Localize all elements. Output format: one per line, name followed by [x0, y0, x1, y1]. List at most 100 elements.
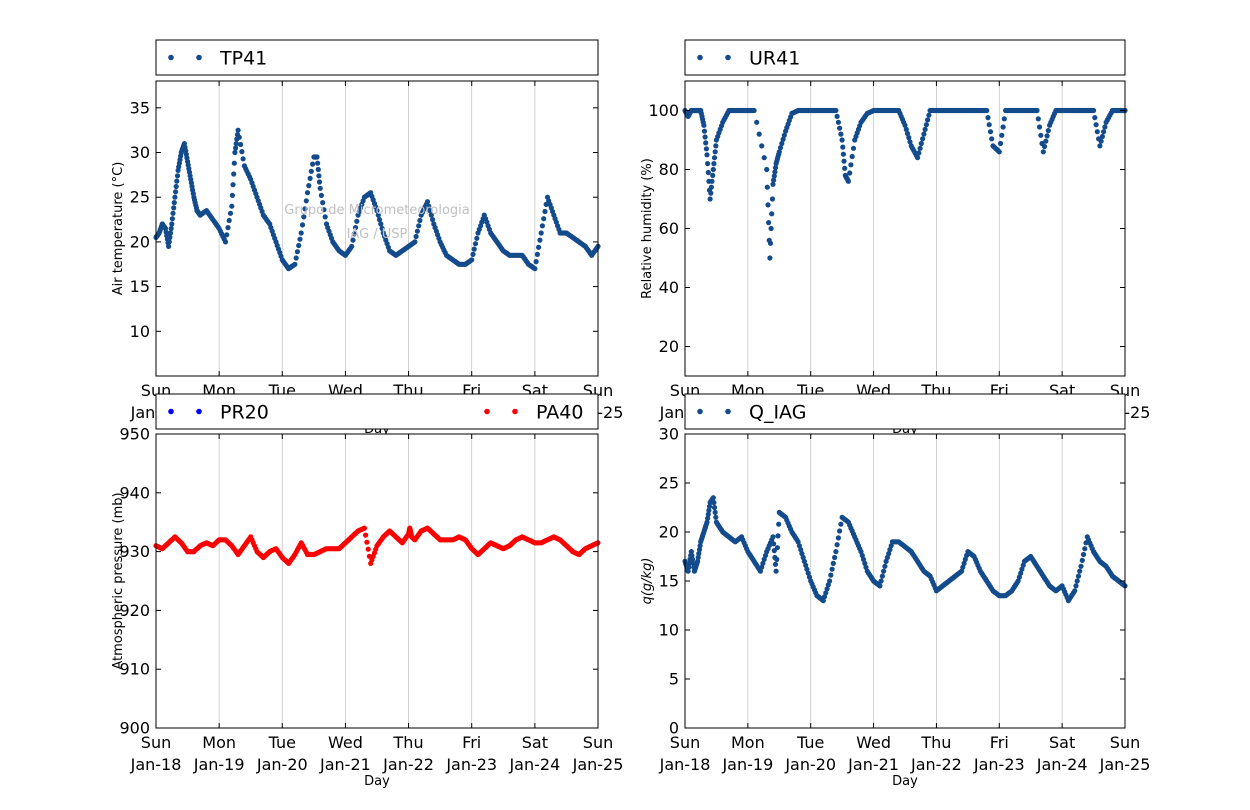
data-point: [365, 546, 371, 552]
data-point: [303, 198, 309, 204]
data-point: [821, 594, 828, 600]
data-point: [361, 525, 367, 531]
data-point: [776, 149, 782, 155]
data-point: [708, 184, 715, 190]
data-point: [316, 179, 323, 185]
data-point: [761, 155, 767, 161]
data-point: [322, 214, 328, 220]
x-tick-label: Mon: [731, 733, 765, 752]
y-tick-label: 930: [119, 542, 150, 561]
data-point: [233, 141, 239, 147]
legend-marker: [697, 54, 703, 61]
data-point: [921, 131, 927, 137]
data-point: [859, 552, 865, 559]
data-point: [766, 220, 772, 226]
x-tick-label: Jan-25: [572, 755, 624, 774]
data-point: [704, 152, 710, 158]
data-point: [310, 161, 316, 167]
x-tick-label: Jan-24: [1036, 755, 1088, 774]
x-tick-label: Tue: [268, 733, 296, 752]
data-point: [986, 122, 992, 128]
data-point: [903, 126, 909, 132]
data-point: [229, 203, 235, 209]
data-point: [239, 149, 245, 155]
data-point: [769, 211, 775, 217]
x-tick-label: Fri: [462, 733, 481, 752]
data-point: [296, 242, 302, 249]
data-point: [1093, 122, 1099, 128]
data-point: [858, 549, 864, 555]
data-point: [829, 566, 835, 572]
data-point: [363, 532, 369, 538]
data-point: [536, 244, 542, 250]
data-point: [770, 534, 776, 540]
data-point: [428, 212, 434, 218]
data-point: [703, 140, 709, 146]
data-point: [710, 172, 716, 178]
data-point: [235, 127, 241, 133]
data-point: [837, 125, 843, 131]
data-point: [424, 199, 431, 205]
data-point: [920, 136, 926, 142]
x-tick-label: Tue: [796, 733, 824, 752]
y-tick-label: 20: [130, 232, 150, 251]
y-tick-label: 950: [119, 425, 150, 444]
data-point: [835, 535, 842, 541]
data-point: [471, 246, 477, 252]
chart-panel-4: 0 5 10 15 20 25 30 Sun Jan-18 Mon Jan-19 Tue Jan-20 W…: [640, 393, 1151, 789]
data-point: [533, 259, 539, 265]
x-tick-label: Jan-24: [508, 755, 560, 774]
data-point: [713, 143, 719, 149]
data-point: [918, 140, 924, 147]
data-point: [1036, 124, 1043, 130]
data-point: [231, 160, 237, 166]
x-tick-label: Jan-23: [973, 755, 1025, 774]
data-point: [887, 547, 893, 553]
data-point: [760, 560, 766, 567]
data-point: [171, 200, 177, 206]
y-tick-label: 60: [659, 219, 679, 238]
data-point: [838, 521, 844, 527]
x-axis-label: Day: [364, 774, 390, 789]
data-point: [173, 183, 179, 190]
data-point: [695, 554, 701, 561]
x-tick-label: Jan-18: [659, 755, 711, 774]
data-point: [902, 122, 908, 128]
data-point: [860, 556, 867, 563]
data-point: [877, 583, 883, 589]
data-point: [842, 165, 848, 171]
data-point: [469, 257, 475, 263]
data-point: [847, 170, 853, 176]
plot-area: [156, 434, 598, 728]
legend-label: PA40: [536, 402, 583, 424]
data-point: [799, 551, 805, 557]
y-tick-label: 35: [130, 98, 150, 117]
data-point: [710, 495, 716, 501]
data-point: [923, 122, 930, 128]
x-tick-label: Jan-25: [1099, 755, 1151, 774]
data-point: [712, 149, 718, 155]
x-tick-label: Jan-21: [847, 755, 899, 774]
y-axis-label: q(g/kg): [640, 558, 655, 605]
y-tick-label: 25: [659, 474, 679, 493]
legend-marker: [168, 408, 174, 415]
data-point: [417, 217, 423, 224]
data-point: [775, 533, 781, 539]
data-point: [301, 214, 307, 220]
x-tick-label: Sat: [522, 733, 548, 752]
data-point: [702, 134, 708, 140]
data-point: [713, 514, 719, 520]
data-point: [985, 115, 991, 121]
data-point: [1035, 116, 1041, 122]
legend-marker: [697, 408, 703, 415]
y-tick-label: 10: [130, 322, 150, 341]
data-point: [1041, 143, 1048, 150]
data-point: [1040, 149, 1046, 155]
data-point: [354, 218, 360, 224]
chart-panel-1: 101520253035SunJan-18MonJan-19TueJan-20W…: [111, 39, 623, 437]
x-tick-label: Jan-21: [319, 755, 371, 774]
data-point: [696, 551, 702, 557]
x-tick-label: Jan-23: [445, 755, 497, 774]
data-point: [997, 140, 1004, 147]
data-point: [1091, 107, 1097, 114]
